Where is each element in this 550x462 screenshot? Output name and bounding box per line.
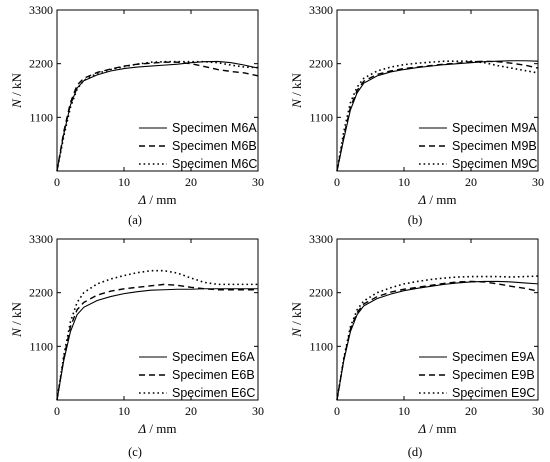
y-axis-label: N / kN (289, 302, 304, 338)
y-axis-label: N / kN (9, 73, 24, 109)
series-line-specimen-e6c (56, 269, 258, 401)
panel-label: (b) (408, 213, 423, 227)
legend-label: Specimen E6C (172, 386, 255, 400)
y-tick-label: 1100 (29, 110, 53, 124)
series-line-specimen-m9b (336, 60, 539, 172)
x-tick-label: 30 (252, 175, 264, 189)
x-tick-label: 10 (118, 404, 130, 418)
series-line-specimen-e9a (336, 280, 539, 401)
x-tick-label: 30 (532, 175, 544, 189)
legend-label: Specimen E9A (452, 350, 535, 364)
chart-panel-3: 0 10 20 30 1100 2200 3300 Δ / mm N / kN Specimen … (9, 232, 264, 459)
legend-label: Specimen M6A (172, 121, 257, 135)
x-tick-label: 10 (398, 404, 410, 418)
y-tick-label: 1100 (309, 110, 333, 124)
y-tick-label: 3300 (309, 232, 333, 246)
series-line-specimen-m9a (336, 60, 539, 172)
x-axis-label: Δ / mm (418, 192, 457, 207)
plot-frame (56, 9, 259, 172)
plot-frame (336, 9, 539, 172)
y-tick-label: 1100 (29, 339, 53, 353)
x-tick-label: 10 (118, 175, 130, 189)
x-tick-label: 0 (54, 404, 60, 418)
series-line-specimen-m6c (56, 60, 259, 172)
y-tick-label: 2200 (29, 286, 53, 300)
chart-panel-1: 0 10 20 30 1100 2200 3300 Δ / mm N / kN Specimen … (9, 3, 264, 227)
panel-label: (a) (128, 213, 142, 227)
panel-label: (d) (408, 445, 423, 459)
x-tick-label: 10 (398, 175, 410, 189)
plot-frame (336, 238, 539, 401)
x-tick-label: 20 (185, 404, 197, 418)
legend-label: Specimen E9C (452, 386, 535, 400)
x-tick-label: 0 (54, 175, 60, 189)
series-line-specimen-m6b (56, 61, 259, 172)
y-tick-label: 3300 (309, 3, 333, 17)
legend-label: Specimen M9A (452, 121, 537, 135)
x-axis-label: Δ / mm (138, 192, 177, 207)
y-tick-label: 2200 (29, 57, 53, 71)
legend-label: Specimen E6B (172, 368, 255, 382)
panel-label: (c) (128, 445, 142, 459)
chart-panel-2: 0 10 20 30 1100 2200 3300 Δ / mm N / kN Specimen … (289, 3, 544, 227)
y-tick-label: 2200 (309, 286, 333, 300)
x-tick-label: 20 (465, 175, 477, 189)
legend-label: Specimen M9B (452, 139, 537, 153)
legend-label: Specimen E6A (172, 350, 255, 364)
y-tick-label: 3300 (29, 232, 53, 246)
plot-frame (56, 238, 259, 401)
x-tick-label: 0 (334, 175, 340, 189)
series-line-specimen-e6b (56, 283, 258, 401)
legend-label: Specimen M6B (172, 139, 257, 153)
x-tick-label: 0 (334, 404, 340, 418)
series-line-specimen-e9b (336, 280, 539, 401)
x-axis-label: Δ / mm (418, 421, 457, 436)
y-axis-label: N / kN (9, 302, 24, 338)
x-axis-label: Δ / mm (138, 421, 177, 436)
x-tick-label: 30 (252, 404, 264, 418)
x-tick-label: 20 (185, 175, 197, 189)
chart-panel-4: 0 10 20 30 1100 2200 3300 Δ / mm N / kN Specimen … (289, 232, 544, 459)
y-tick-label: 1100 (309, 339, 333, 353)
legend-label: Specimen E9B (452, 368, 535, 382)
x-tick-label: 30 (532, 404, 544, 418)
series-line-specimen-m6a (56, 60, 259, 172)
series-line-specimen-m9c (336, 60, 539, 172)
y-tick-label: 3300 (29, 3, 53, 17)
legend-label: Specimen M9C (452, 157, 537, 171)
series-line-specimen-e9c (336, 275, 539, 401)
legend-label: Specimen M6C (172, 157, 257, 171)
y-tick-label: 2200 (309, 57, 333, 71)
x-tick-label: 20 (465, 404, 477, 418)
series-line-specimen-e6a (56, 288, 258, 401)
y-axis-label: N / kN (289, 73, 304, 109)
